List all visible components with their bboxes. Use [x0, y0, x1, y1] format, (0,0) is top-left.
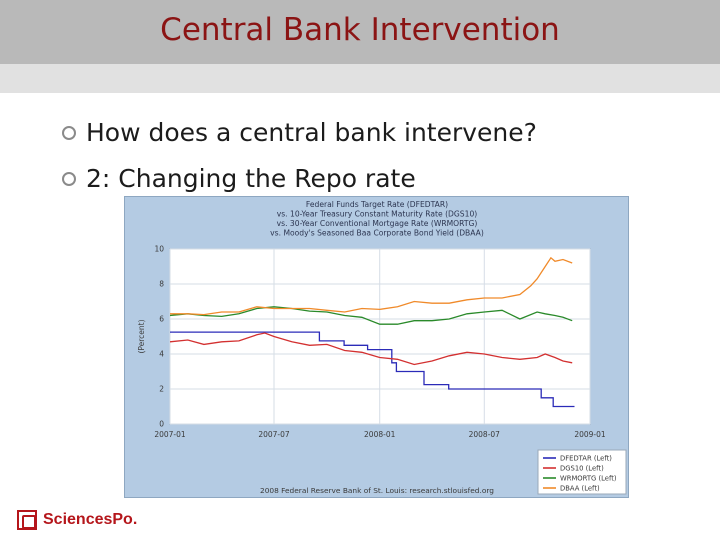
line-chart: Federal Funds Target Rate (DFEDTAR)vs. 1…: [137, 200, 627, 495]
y-tick-label: 8: [159, 280, 164, 289]
logo-text: SciencesPo.: [43, 511, 138, 528]
x-tick-label: 2007-01: [154, 430, 186, 439]
legend-label: WRMORTG (Left): [560, 475, 617, 483]
header-band: [0, 64, 720, 93]
slide-header: [0, 0, 720, 64]
x-tick-label: 2007-07: [258, 430, 290, 439]
bullet-text: How does a central bank intervene?: [86, 118, 537, 147]
series-line: [170, 331, 575, 408]
chart-title-line: vs. 30-Year Conventional Mortgage Rate (…: [277, 219, 478, 228]
bullet-item: How does a central bank intervene?: [62, 118, 537, 164]
series-line: [169, 306, 573, 325]
bullet-circle-icon: [62, 172, 76, 186]
y-tick-label: 6: [159, 315, 164, 324]
x-tick-label: 2008-07: [469, 430, 501, 439]
y-axis-label: (Percent): [137, 319, 146, 353]
bullet-item: 2: Changing the Repo rate: [62, 164, 537, 210]
bullet-list: How does a central bank intervene? 2: Ch…: [62, 118, 537, 210]
x-tick-label: 2008-01: [364, 430, 396, 439]
x-tick-label: 2009-01: [574, 430, 606, 439]
legend-label: DFEDTAR (Left): [560, 455, 612, 463]
y-tick-label: 0: [159, 420, 164, 429]
chart-title-line: vs. Moody's Seasoned Baa Corporate Bond …: [270, 229, 484, 238]
legend-label: DBAA (Left): [560, 485, 600, 493]
chart-title-line: Federal Funds Target Rate (DFEDTAR): [306, 200, 448, 209]
y-tick-label: 10: [154, 245, 164, 254]
chart-footer: 2008 Federal Reserve Bank of St. Louis: …: [260, 486, 494, 495]
logo-mark-icon: [17, 510, 37, 530]
series-line: [170, 256, 573, 316]
series-line: [169, 332, 573, 366]
y-tick-label: 4: [159, 350, 164, 359]
chart-title-line: vs. 10-Year Treasury Constant Maturity R…: [277, 210, 478, 219]
chart-frame: Federal Funds Target Rate (DFEDTAR) vs. 1…: [124, 196, 629, 498]
bullet-text: 2: Changing the Repo rate: [86, 164, 416, 193]
legend-label: DGS10 (Left): [560, 465, 604, 473]
slide-title: Central Bank Intervention: [160, 12, 560, 48]
bullet-circle-icon: [62, 126, 76, 140]
y-tick-label: 2: [159, 385, 164, 394]
